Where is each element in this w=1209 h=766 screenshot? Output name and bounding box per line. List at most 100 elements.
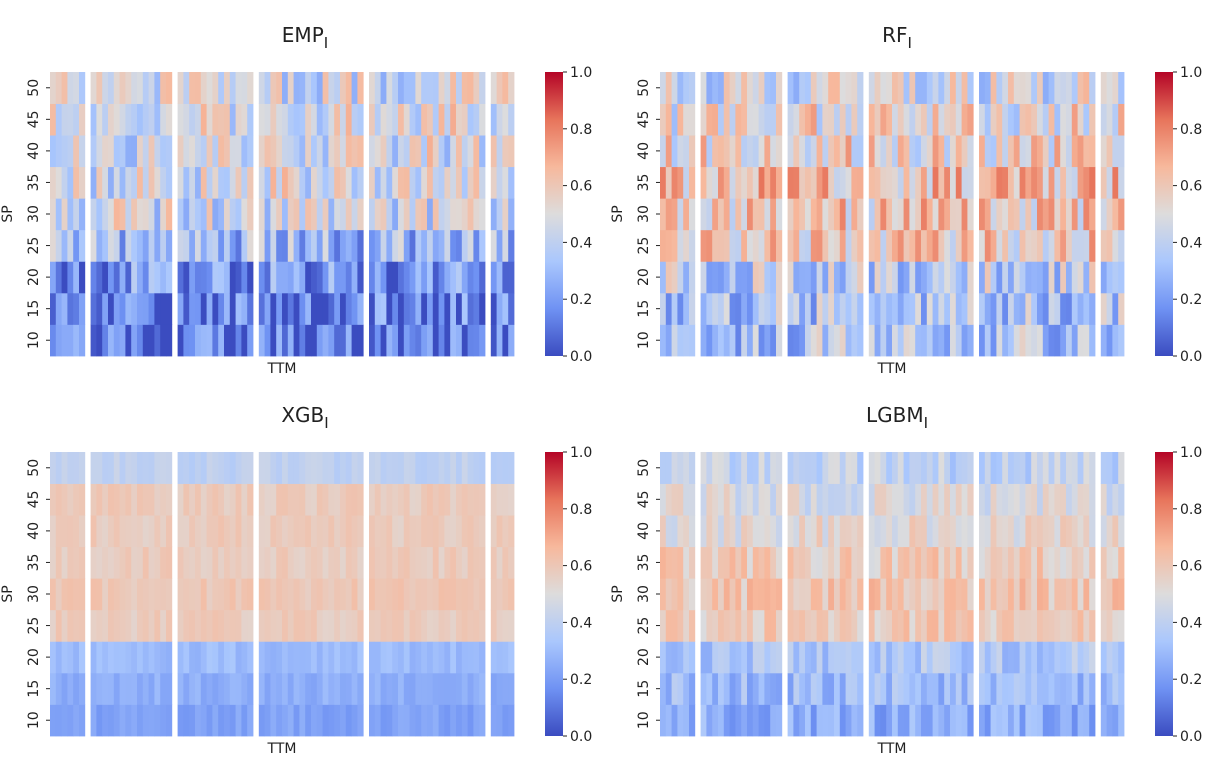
heatmap-cell: [892, 452, 899, 484]
heatmap-cell: [944, 483, 951, 516]
y-axis-label: SP: [0, 585, 16, 602]
heatmap-cell: [200, 261, 207, 294]
heatmap-cell: [903, 672, 910, 705]
heatmap-cell: [61, 578, 68, 611]
heatmap-cell: [380, 229, 387, 262]
heatmap-cell: [1042, 292, 1049, 325]
heatmap-cell: [90, 641, 97, 674]
heatmap-cell: [438, 324, 445, 357]
heatmap-cell: [276, 641, 283, 674]
heatmap-cell: [293, 546, 300, 579]
heatmap-cell: [1008, 198, 1015, 231]
heatmap-cell: [897, 324, 904, 357]
heatmap-cell: [438, 515, 445, 548]
heatmap-cell: [374, 609, 381, 642]
panel-title-main: RF: [882, 23, 907, 47]
heatmap-cell: [421, 166, 428, 199]
heatmap-cell: [822, 578, 829, 611]
heatmap-cell: [212, 72, 219, 104]
heatmap-cell: [961, 515, 968, 548]
heatmap-cell: [944, 72, 951, 104]
heatmap-cell: [421, 103, 428, 136]
heatmap-cell: [166, 135, 173, 168]
heatmap-cell: [79, 609, 86, 642]
heatmap-cell: [119, 452, 126, 484]
heatmap-cell: [909, 515, 916, 548]
heatmap-cell: [125, 229, 132, 262]
heatmap-cell: [235, 672, 242, 705]
heatmap-cell: [723, 546, 730, 579]
heatmap-cell: [1100, 324, 1107, 357]
heatmap-cell: [926, 641, 933, 674]
heatmap-cell: [90, 292, 97, 325]
heatmap-cell: [1025, 135, 1032, 168]
heatmap-cell: [886, 72, 893, 104]
heatmap-cell: [938, 261, 945, 294]
heatmap-cell: [903, 578, 910, 611]
heatmap-cell: [218, 704, 225, 737]
heatmap-cell: [276, 546, 283, 579]
heatmap-cell: [195, 198, 202, 231]
heatmap-cell: [224, 198, 231, 231]
heatmap-cell: [264, 609, 271, 642]
heatmap-cell: [915, 324, 922, 357]
heatmap-cell: [113, 103, 120, 136]
heatmap-cell: [160, 198, 167, 231]
heatmap-cell: [224, 515, 231, 548]
heatmap-cell: [1025, 672, 1032, 705]
heatmap-cell: [508, 515, 515, 548]
heatmap-cell: [299, 166, 306, 199]
heatmap-cell: [1100, 198, 1107, 231]
heatmap-cell: [340, 229, 347, 262]
heatmap-cell: [839, 229, 846, 262]
heatmap-cell: [660, 292, 667, 325]
heatmap-cell: [473, 292, 480, 325]
heatmap-cell: [351, 135, 358, 168]
heatmap-cell: [427, 166, 434, 199]
heatmap-cell: [752, 452, 759, 484]
heatmap-cell: [1002, 641, 1009, 674]
heatmap-cell: [1054, 546, 1061, 579]
heatmap-cell: [903, 198, 910, 231]
heatmap-cell: [293, 452, 300, 484]
heatmap-cell: [1031, 704, 1038, 737]
heatmap-cell: [212, 198, 219, 231]
heatmap-cell: [206, 609, 213, 642]
heatmap-cell: [345, 452, 352, 484]
heatmap-cell: [834, 135, 841, 168]
heatmap-cell: [409, 292, 416, 325]
heatmap-cell: [229, 135, 236, 168]
heatmap-cell: [955, 261, 962, 294]
heatmap-cell: [787, 546, 794, 579]
y-tick-label: 15: [26, 680, 42, 698]
heatmap-cell: [392, 515, 399, 548]
heatmap-cell: [293, 641, 300, 674]
heatmap-cell: [270, 483, 277, 516]
heatmap-cells: [50, 452, 515, 737]
heatmap-cell: [247, 72, 254, 104]
heatmap-cell: [328, 483, 335, 516]
heatmap-cell: [166, 166, 173, 199]
heatmap-cell: [438, 704, 445, 737]
heatmap-cell: [723, 483, 730, 516]
heatmap-cell: [903, 166, 910, 199]
heatmap-cell: [1118, 578, 1125, 611]
heatmap-cell: [892, 292, 899, 325]
heatmap-cell: [967, 546, 974, 579]
heatmap-cell: [479, 292, 486, 325]
heatmap-cell: [816, 324, 823, 357]
heatmap-cell: [1025, 578, 1032, 611]
heatmap-cell: [950, 641, 957, 674]
heatmap-cell: [851, 515, 858, 548]
heatmap-cell: [119, 324, 126, 357]
heatmap-cell: [706, 72, 713, 104]
heatmap-cell: [752, 546, 759, 579]
heatmap-cell: [689, 166, 696, 199]
heatmap-cell: [258, 261, 265, 294]
heatmap-cell: [723, 452, 730, 484]
heatmap-cell: [212, 452, 219, 484]
heatmap-cell: [316, 515, 323, 548]
heatmap-cell: [427, 72, 434, 104]
heatmap-cell: [316, 546, 323, 579]
heatmap-cell: [990, 292, 997, 325]
